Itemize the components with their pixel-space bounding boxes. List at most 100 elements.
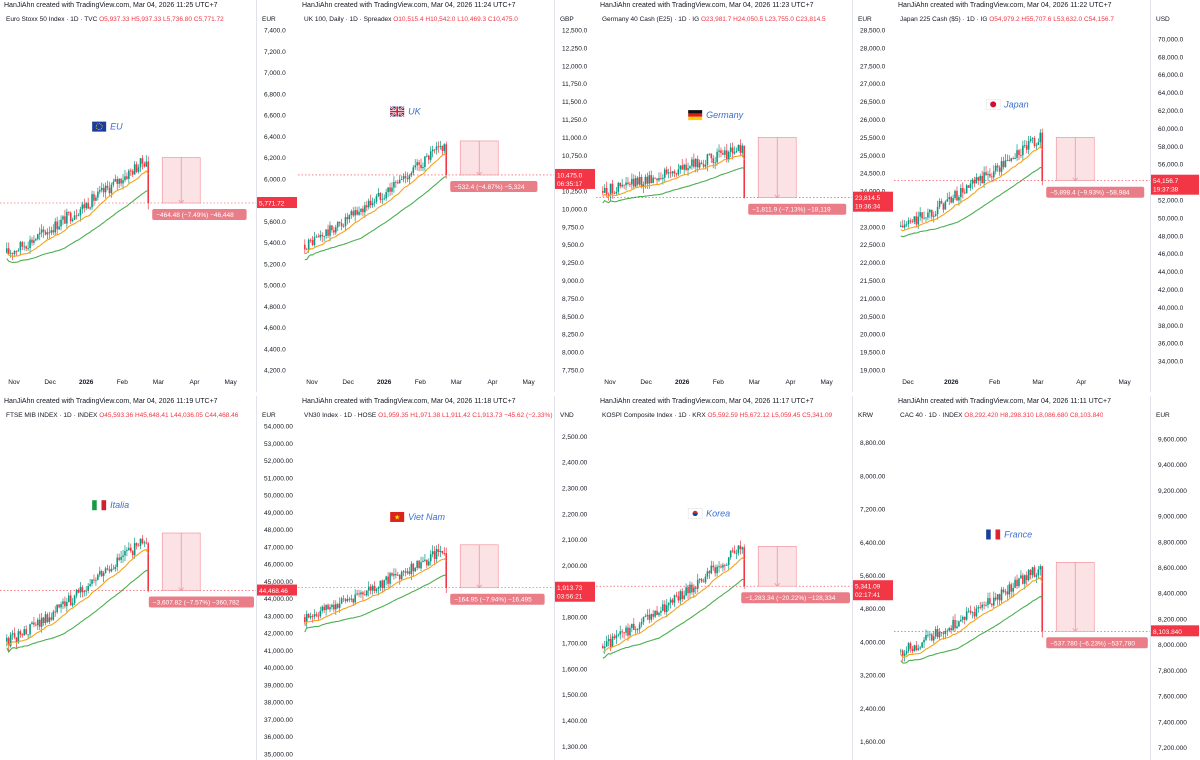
candle-body: [445, 553, 448, 588]
price-scale[interactable]: [256, 0, 298, 392]
measure-tool[interactable]: −464.48 (−7.49%) −46,448: [152, 157, 247, 221]
candle-body: [693, 587, 695, 593]
candle-body: [85, 203, 88, 209]
candle-body: [675, 595, 678, 597]
candle-body: [362, 592, 364, 595]
measure-tool[interactable]: −532.4 (−4.87%) −5,324: [450, 140, 538, 192]
candle-body: [940, 632, 943, 633]
ma-slow-line: [602, 578, 745, 659]
chart-panel-vn[interactable]: HanJiAhn created with TradingView.com, M…: [298, 396, 596, 760]
candle-body: [118, 178, 120, 184]
candle-body: [948, 628, 951, 631]
measure-tool[interactable]: −1,283.34 (−20.22%) −128,334: [741, 546, 850, 604]
currency-label: EUR: [262, 412, 276, 419]
y-axis: 7,400.0 7,200.0 7,000.0 6,800.0 6,600.0 6,400…: [264, 28, 286, 375]
candle-body: [991, 176, 993, 178]
price-scale[interactable]: [256, 396, 298, 760]
symbol-name: KOSPI Composite Index · 1D · KRX: [602, 412, 708, 419]
chart-panel-de[interactable]: HanJiAhn created with TradingView.com, M…: [596, 0, 894, 392]
price-scale[interactable]: [852, 0, 894, 392]
candle-body: [100, 571, 103, 577]
price-scale[interactable]: [852, 396, 894, 760]
y-tick-label: 41,000.00: [264, 648, 293, 655]
measure-label: −537.780 (−6.23%) −537,780: [1050, 640, 1135, 647]
candle-body: [603, 646, 606, 649]
chart-panel-kr[interactable]: HanJiAhn created with TradingView.com, M…: [596, 396, 894, 760]
countdown-value: 19:36:34: [855, 204, 881, 211]
last-price-value: 23,814.5: [855, 195, 881, 202]
measure-tool[interactable]: −5,898.4 (−9.93%) −58,984: [1046, 137, 1145, 198]
measure-tool[interactable]: −537.780 (−6.23%) −537,780: [1046, 562, 1148, 649]
candle-body: [613, 636, 616, 639]
creator-line: HanJiAhn created with TradingView.com, M…: [302, 398, 516, 405]
price-scale[interactable]: [1150, 396, 1200, 760]
candle-body: [17, 631, 20, 643]
measure-label-bg: [148, 596, 254, 608]
candle-body: [441, 551, 444, 553]
candle-body: [395, 573, 397, 576]
chart-panel-uk[interactable]: HanJiAhn created with TradingView.com, M…: [298, 0, 596, 392]
measure-tool[interactable]: −3,607.82 (−7.57%) −360,782: [148, 532, 254, 608]
y-tick-label: 11,750.0: [562, 81, 587, 88]
measure-tool[interactable]: −1,811.9 (−7.13%) −18,119: [748, 137, 847, 215]
y-tick-label: 12,500.0: [562, 28, 588, 35]
candle-body: [309, 239, 312, 241]
candle-body: [1033, 567, 1036, 577]
candle-body: [79, 209, 82, 216]
ma-fast-line: [6, 548, 149, 648]
chart-panel-eu[interactable]: HanJiAhn created with TradingView.com, M…: [0, 0, 298, 392]
candle-body: [634, 177, 637, 187]
symbol-line: CAC 40 · 1D · INDEX O8,292.420 H8,298.31…: [900, 412, 1103, 419]
last-price-box: 8,103.840: [1151, 625, 1199, 637]
candle-body: [917, 648, 920, 650]
candle-body: [911, 648, 914, 652]
candle-body: [122, 555, 124, 557]
it-flag-icon: [92, 500, 107, 511]
candle-body: [414, 567, 417, 572]
y-tick-label: 4,400.0: [264, 346, 286, 353]
symbol-name: Euro Stoxx 50 Index · 1D · TVC: [6, 16, 100, 23]
chart-svg: 70,000.0 68,000.0 66,000.0 64,000.0 62,000.0…: [894, 36, 1199, 386]
y-tick-label: 64,000.0: [1158, 90, 1184, 97]
candle-body: [714, 162, 716, 164]
creator-line: HanJiAhn created with TradingView.com, M…: [600, 2, 814, 9]
y-tick-label: 9,750.0: [562, 224, 584, 231]
chart-panel-jp[interactable]: HanJiAhn created with TradingView.com, M…: [894, 0, 1200, 392]
y-axis: 54,000.00 53,000.00 52,000.00 51,000.00 50,0…: [264, 424, 293, 759]
countdown-value: 06:35:17: [557, 181, 583, 188]
candle-body: [31, 239, 33, 243]
candle-body: [718, 566, 720, 568]
chart-svg: 7,400.0 7,200.0 7,000.0 6,800.0 6,600.0 6,400…: [0, 28, 297, 386]
candle-body: [987, 174, 989, 176]
chart-panel-fr[interactable]: HanJiAhn created with TradingView.com, M…: [894, 396, 1200, 760]
price-scale[interactable]: [1150, 0, 1200, 392]
ohlc-values: O8,292.420 H8,298.310 L8,086.680 C8,103.…: [964, 412, 1104, 419]
y-tick-label: 12,000.0: [562, 63, 588, 70]
y-tick-label: 68,000.0: [1158, 54, 1184, 61]
candle-body: [129, 170, 132, 172]
candle-body: [979, 176, 982, 181]
candle-body: [1031, 567, 1034, 576]
candle-body: [304, 617, 306, 623]
candle-body: [333, 604, 335, 610]
candle-body: [930, 209, 933, 217]
y-tick-label: 34,000.0: [1158, 359, 1184, 366]
candle-body: [642, 617, 645, 623]
chart-panel-it[interactable]: HanJiAhn created with TradingView.com, M…: [0, 396, 298, 760]
candle-body: [364, 594, 366, 596]
candle-body: [1018, 578, 1020, 587]
candle-body: [725, 564, 728, 566]
measure-label-bg: [748, 203, 847, 215]
price-scale[interactable]: [554, 396, 596, 760]
kr-flag-icon: [687, 508, 703, 519]
candle-body: [725, 150, 728, 160]
candle-body: [317, 236, 320, 238]
y-tick-label: 5,000.0: [264, 283, 286, 290]
candle-body: [358, 593, 360, 595]
symbol-name: UK 100, Daily · 1D · Spreadex: [304, 16, 394, 23]
y-tick-label: 1,700.00: [562, 640, 588, 647]
candle-body: [685, 587, 687, 596]
price-scale[interactable]: [554, 0, 596, 392]
candle-body: [973, 179, 976, 184]
measure-tool[interactable]: −164.95 (−7.94%) −16,495: [450, 544, 545, 605]
